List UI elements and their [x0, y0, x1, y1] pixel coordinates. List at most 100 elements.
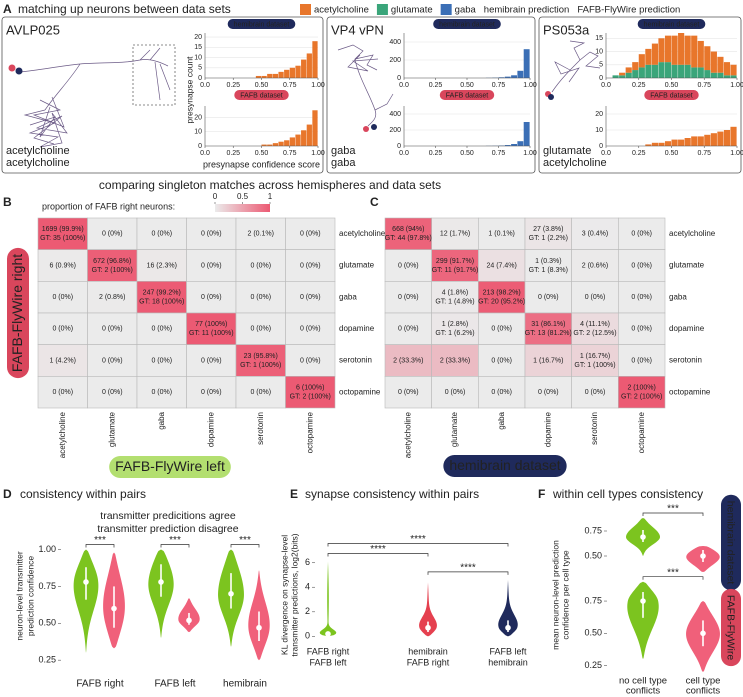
cell-label: 0 (0%) [445, 389, 466, 396]
y-tick-label: 0 [305, 631, 310, 641]
row-label: glutamate [669, 261, 705, 270]
panel-letter: E [290, 487, 298, 501]
heatmap-cell [38, 218, 88, 250]
x-tick-label: 0.25 [226, 150, 240, 157]
dataset-badge-text: FAFB dataset [446, 92, 488, 99]
histogram-bar [626, 73, 632, 78]
histogram-bar [639, 67, 645, 78]
y-tick-label: 0 [198, 75, 202, 82]
x-tick-label: 1.00 [523, 82, 537, 89]
x-tick-label: 1.00 [523, 150, 537, 157]
violin-body [320, 561, 337, 636]
x-tick-label: 0.50 [460, 150, 474, 157]
legend-swatch [441, 4, 452, 15]
x-tick-label: FAFB right [407, 657, 450, 667]
cell-label: 0 (0%) [201, 389, 222, 396]
colorbar [215, 204, 270, 212]
legend-label: FAFB-FlyWire prediction [577, 5, 680, 16]
dataset-badge-text: hemibrain dataset [234, 21, 290, 28]
histogram-bar [665, 141, 671, 146]
histogram-bar [724, 62, 730, 75]
row-label: gaba [339, 292, 357, 301]
significance-label: *** [239, 535, 251, 546]
histogram-bar [691, 67, 697, 78]
cell-label: 0 (0%) [201, 294, 222, 301]
histogram-bar [685, 65, 691, 78]
cell-label: 2 (0.1%) [248, 231, 274, 238]
heatmap-cell [432, 281, 479, 313]
violin-median [700, 553, 706, 559]
column-label: acetylcholine [403, 411, 412, 458]
y-axis-label: prediction confidence [25, 556, 35, 637]
cell-gt-label: GT: 13 (81.2%) [525, 330, 572, 337]
cell-label: 16 (2.3%) [147, 262, 177, 269]
histogram-bar [685, 138, 691, 146]
legend-swatch [377, 4, 388, 15]
cell-label: 1 (16.7%) [580, 353, 610, 360]
cell-label: 2 (0.8%) [99, 294, 125, 301]
cell-gt-label: GT: 1 (100%) [240, 362, 281, 369]
dataset-badge: FAFB dataset [440, 90, 494, 100]
histogram-bar [704, 46, 710, 70]
significance-label: **** [370, 544, 386, 555]
y-tick-label: 200 [389, 57, 401, 64]
cell-label: 1 (0.1%) [488, 231, 514, 238]
panel-title: consistency within pairs [20, 487, 146, 501]
histogram-bar [278, 142, 283, 146]
y-axis-label: mean neuron-level prediction [550, 540, 560, 650]
x-tick-label: 0.50 [460, 82, 474, 89]
cell-label: 3 (0.4%) [582, 231, 608, 238]
y-tick-label: 15 [595, 35, 603, 42]
histogram-bar [658, 38, 664, 62]
panel-letter: F [538, 487, 545, 501]
cell-label: 0 (0%) [151, 389, 172, 396]
cell-label: 0 (0%) [250, 262, 271, 269]
neuron-name: PS053a [543, 22, 590, 37]
cell-label: 0 (0%) [631, 262, 652, 269]
cell-label: 1 (16.7%) [533, 357, 563, 364]
y-tick-label: 400 [389, 39, 401, 46]
heatmap-cell [572, 313, 619, 345]
y-tick-label: 5 [599, 62, 603, 69]
y-tick-label: 1.00 [38, 544, 56, 554]
violin-median [700, 631, 706, 637]
violin-median [640, 598, 646, 604]
cell-label: 31 (86.1%) [531, 321, 565, 328]
heatmap-cell [618, 376, 665, 408]
x-tick-label: FAFB left [309, 657, 347, 667]
histogram-bar [619, 75, 625, 78]
panel-letter: C [370, 195, 379, 209]
histogram-bar [645, 65, 651, 78]
legend-label: transmitter prediction disagree [97, 523, 238, 535]
column-label: serotonin [256, 412, 265, 445]
colorbar-tick-label: 1 [268, 192, 273, 201]
panel-title: matching up neurons between data sets [18, 2, 231, 16]
cell-gt-label: GT: 18 (100%) [139, 299, 184, 306]
heatmap-cell [525, 313, 572, 345]
legend-label: gaba [455, 5, 477, 16]
violin-median [640, 534, 646, 540]
cell-gt-label: GT: 1 (4.8%) [435, 299, 474, 306]
cell-label: 6 (100%) [296, 385, 324, 392]
cell-label: 0 (0%) [250, 389, 271, 396]
panel-title: synapse consistency within pairs [305, 487, 479, 501]
dataset-badge: FAFB dataset [234, 90, 288, 100]
y-tick-label: 2 [305, 606, 310, 616]
x-tick-label: 0.75 [283, 150, 297, 157]
histogram-bar [273, 143, 278, 146]
cell-label: 0 (0%) [250, 326, 271, 333]
histogram-bar [301, 130, 306, 146]
cell-gt-label: GT: 1 (6.2%) [435, 330, 474, 337]
y-tick-label: 0.25 [38, 655, 56, 665]
column-label: dopamine [543, 411, 552, 447]
cell-label: 2 (0.6%) [582, 262, 608, 269]
histogram-bar [658, 62, 664, 78]
neuron-name: AVLP025 [6, 22, 60, 37]
y-tick-label: 15 [194, 44, 202, 51]
x-tick-label: 0.0 [399, 150, 409, 157]
dataset-badge: hemibrain dataset [721, 495, 741, 590]
y-tick-label: 0.75 [38, 581, 56, 591]
x-tick-label: hemibrain [223, 679, 267, 690]
cell-label: 0 (0%) [52, 389, 73, 396]
